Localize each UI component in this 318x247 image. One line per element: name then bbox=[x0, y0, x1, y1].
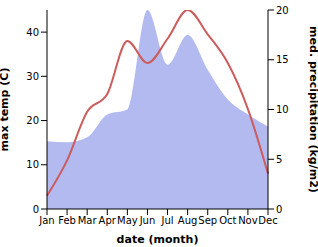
svg-text:5: 5 bbox=[276, 154, 282, 165]
svg-text:40: 40 bbox=[26, 27, 39, 38]
svg-text:Apr: Apr bbox=[99, 215, 117, 226]
svg-text:Dec: Dec bbox=[258, 215, 277, 226]
svg-text:15: 15 bbox=[276, 54, 289, 65]
svg-text:date (month): date (month) bbox=[117, 233, 199, 246]
svg-text:max temp (C): max temp (C) bbox=[8, 68, 11, 152]
svg-text:May: May bbox=[117, 215, 138, 226]
svg-text:Jul: Jul bbox=[161, 215, 174, 226]
svg-text:med. precipitation (kg/m2): med. precipitation (kg/m2) bbox=[307, 26, 310, 193]
svg-text:0: 0 bbox=[33, 204, 39, 215]
svg-text:20: 20 bbox=[276, 5, 289, 16]
svg-text:Sep: Sep bbox=[198, 215, 217, 226]
svg-text:0: 0 bbox=[276, 204, 282, 215]
svg-text:10: 10 bbox=[26, 159, 39, 170]
svg-text:Mar: Mar bbox=[78, 215, 98, 226]
svg-text:Aug: Aug bbox=[178, 215, 198, 226]
svg-text:Nov: Nov bbox=[238, 215, 258, 226]
svg-text:30: 30 bbox=[26, 71, 39, 82]
svg-text:Oct: Oct bbox=[219, 215, 236, 226]
svg-text:Feb: Feb bbox=[58, 215, 76, 226]
svg-text:Jun: Jun bbox=[139, 215, 156, 226]
svg-text:10: 10 bbox=[276, 104, 289, 115]
svg-text:20: 20 bbox=[26, 115, 39, 126]
svg-text:Jan: Jan bbox=[38, 215, 54, 226]
